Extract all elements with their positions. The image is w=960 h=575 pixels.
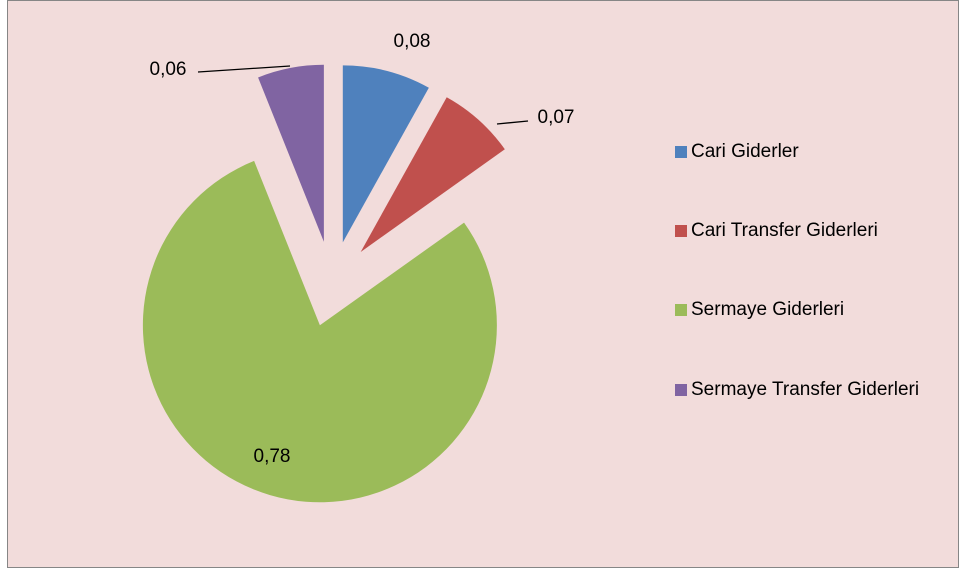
legend-label: Sermaye Giderleri <box>691 299 845 320</box>
legend-swatch <box>675 304 687 316</box>
pie-slice <box>360 97 505 252</box>
legend-item: Sermaye Transfer Giderleri <box>675 376 921 404</box>
legend-item: Cari Giderler <box>675 138 921 166</box>
legend-swatch <box>675 146 687 158</box>
legend-item: Cari Transfer Giderleri <box>675 217 921 245</box>
data-label: 0,07 <box>538 107 575 128</box>
data-label: 0,08 <box>394 31 431 52</box>
data-label: 0,06 <box>150 59 187 80</box>
legend-item: Sermaye Giderleri <box>675 296 921 324</box>
legend-swatch <box>675 384 687 396</box>
legend-label: Cari Transfer Giderleri <box>691 220 878 241</box>
data-label: 0,78 <box>254 446 291 467</box>
legend-label: Sermaye Transfer Giderleri <box>691 379 920 400</box>
pie-slice <box>258 64 324 242</box>
legend-label: Cari Giderler <box>691 141 799 162</box>
leader-line <box>496 120 529 125</box>
pie-slice <box>342 65 429 243</box>
pie-slice <box>142 160 497 503</box>
legend-swatch <box>675 225 687 237</box>
leader-line <box>197 65 291 73</box>
